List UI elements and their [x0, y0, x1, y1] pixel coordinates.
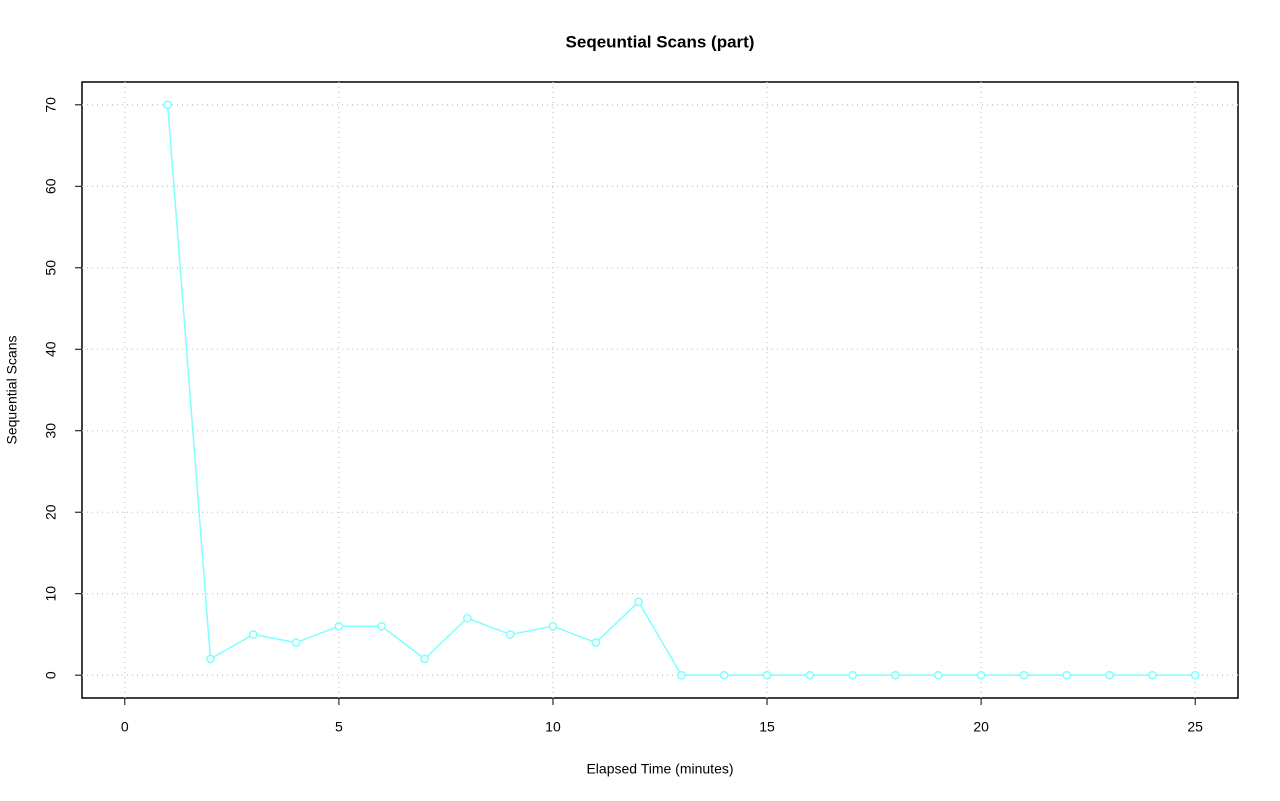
data-point	[462, 613, 472, 623]
series-line	[166, 104, 1196, 676]
data-point	[334, 621, 344, 631]
y-tick-label: 70	[43, 97, 59, 113]
x-tick-label: 20	[973, 719, 989, 735]
y-tick-label: 10	[43, 586, 59, 602]
data-point	[163, 100, 172, 110]
x-tick-label: 25	[1187, 719, 1203, 735]
y-tick-label: 30	[43, 423, 59, 439]
y-tick-label: 20	[43, 504, 59, 520]
data-point	[805, 670, 815, 680]
data-point	[634, 597, 643, 607]
plot-frame	[81, 81, 1239, 699]
x-tick-label: 15	[759, 719, 775, 735]
data-point	[848, 670, 858, 680]
data-point	[976, 670, 986, 680]
data-point	[206, 654, 215, 664]
x-tick-label: 0	[121, 719, 129, 735]
y-tick-label: 40	[43, 341, 59, 357]
data-point	[377, 621, 387, 631]
y-tick-label: 0	[43, 671, 59, 679]
data-point	[1148, 670, 1157, 680]
data-point	[1105, 670, 1114, 680]
data-point	[677, 670, 686, 680]
data-point	[1190, 670, 1200, 680]
chart-title: Seqeuntial Scans (part)	[566, 32, 755, 51]
x-tick-label: 5	[335, 719, 343, 735]
data-point	[548, 621, 558, 631]
y-tick-label: 50	[43, 260, 59, 276]
data-point	[1062, 670, 1072, 680]
data-point	[248, 630, 258, 639]
y-axis-label: Sequential Scans	[4, 336, 20, 445]
data-point	[505, 630, 515, 639]
x-axis-label: Elapsed Time (minutes)	[586, 761, 733, 777]
y-tick-label: 60	[43, 178, 59, 194]
x-tick-label: 10	[545, 719, 561, 735]
data-point	[933, 670, 943, 680]
data-point	[420, 654, 429, 664]
data-point	[291, 638, 301, 647]
data-point	[1019, 670, 1029, 680]
data-point	[591, 638, 601, 647]
data-point	[762, 670, 772, 680]
data-point	[891, 670, 900, 680]
data-point	[719, 670, 729, 680]
